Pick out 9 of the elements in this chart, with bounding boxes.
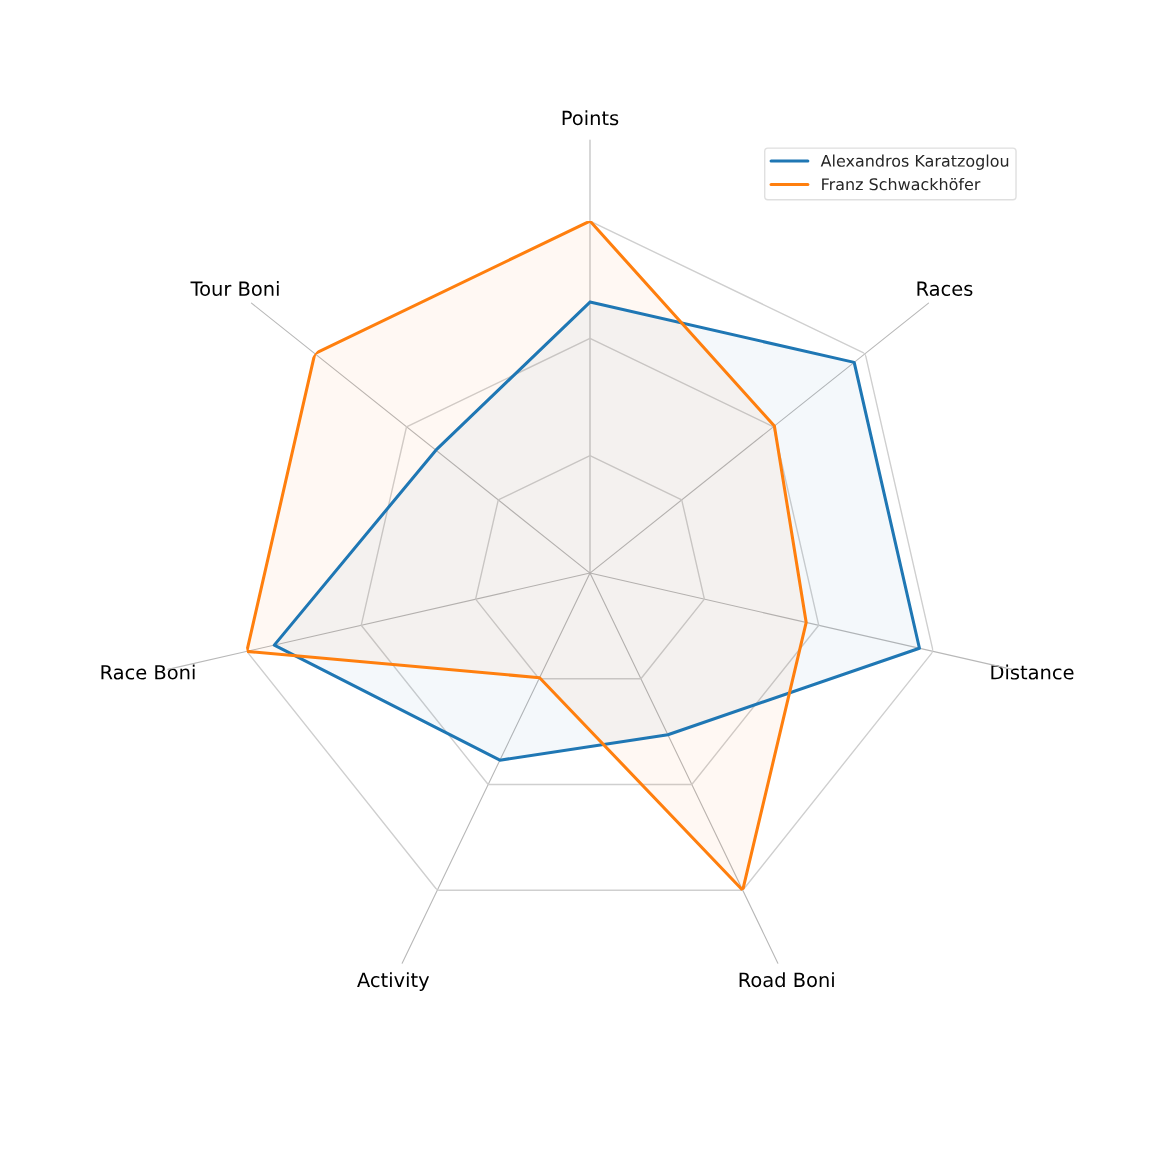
- spoke-label: Activity: [357, 972, 430, 991]
- spoke-label: Road Boni: [739, 972, 834, 988]
- spoke-label: Points: [562, 110, 619, 126]
- spoke-label: Races: [917, 281, 973, 297]
- spoke-label: Distance: [991, 664, 1074, 680]
- legend-label: Alexandros Karatzoglou: [820, 154, 1009, 170]
- spoke-label: Tour Boni: [190, 280, 279, 297]
- spoke-label: Race Boni: [101, 664, 195, 680]
- legend-label: Franz Schwackhöfer: [822, 177, 981, 191]
